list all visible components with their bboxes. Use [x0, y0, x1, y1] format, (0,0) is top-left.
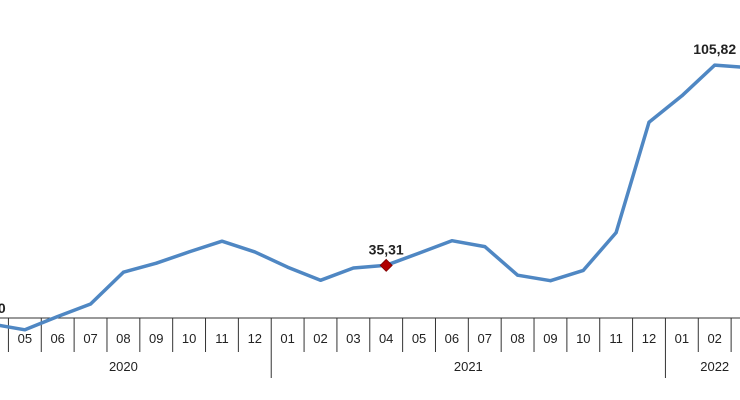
x-tick-label: 12 — [642, 331, 656, 346]
series-line — [0, 63, 740, 332]
x-tick-label: 11 — [609, 331, 623, 346]
x-tick-label: 01 — [675, 331, 689, 346]
data-point — [713, 63, 717, 67]
data-point — [450, 239, 454, 243]
x-tick-label: 10 — [182, 331, 196, 346]
highlight-marker — [379, 258, 393, 272]
x-tick-label: 06 — [445, 331, 459, 346]
x-tick-label: 01 — [280, 331, 294, 346]
x-tick-label: 08 — [116, 331, 130, 346]
x-tick-label: 12 — [248, 331, 262, 346]
year-label: 2021 — [454, 359, 483, 374]
data-label: 0,00 — [0, 300, 6, 316]
data-point — [23, 328, 27, 332]
data-point — [647, 120, 651, 124]
data-point — [286, 265, 290, 269]
data-point — [319, 278, 322, 282]
x-tick-label: 07 — [478, 331, 492, 346]
data-point — [516, 273, 520, 277]
data-point — [549, 279, 552, 283]
data-point — [121, 270, 125, 274]
data-point — [56, 315, 60, 318]
data-point — [614, 231, 618, 235]
x-tick-label: 03 — [346, 331, 360, 346]
x-tick-label: 02 — [313, 331, 327, 346]
x-tick-label: 06 — [50, 331, 64, 346]
data-point — [154, 261, 158, 265]
x-tick-label: 05 — [18, 331, 32, 346]
year-label: 2020 — [109, 359, 138, 374]
data-point — [89, 302, 93, 306]
x-tick-label: 08 — [510, 331, 524, 346]
x-tick-label: 09 — [149, 331, 163, 346]
data-point — [483, 245, 487, 249]
data-point — [680, 94, 684, 98]
data-point — [253, 250, 257, 254]
data-point — [581, 268, 585, 272]
data-label: 35,31 — [369, 241, 404, 257]
x-tick-label: 11 — [215, 331, 229, 346]
data-point — [220, 239, 224, 243]
x-tick-label: 09 — [543, 331, 557, 346]
data-point — [417, 251, 421, 255]
x-tick-label: 07 — [83, 331, 97, 346]
year-label: 2022 — [700, 359, 729, 374]
x-tick-label: 02 — [707, 331, 721, 346]
annotation-layer: 0,00 35,31 105,82 — [0, 41, 736, 316]
x-tick-label: 10 — [576, 331, 590, 346]
x-axis: 0405060708091011120102030405060708091011… — [0, 317, 740, 378]
data-label: 105,82 — [693, 41, 736, 57]
x-tick-label: 04 — [379, 331, 393, 346]
data-point — [351, 266, 355, 270]
x-tick-label: 05 — [412, 331, 426, 346]
series-layer — [0, 63, 740, 332]
data-point — [187, 250, 191, 254]
